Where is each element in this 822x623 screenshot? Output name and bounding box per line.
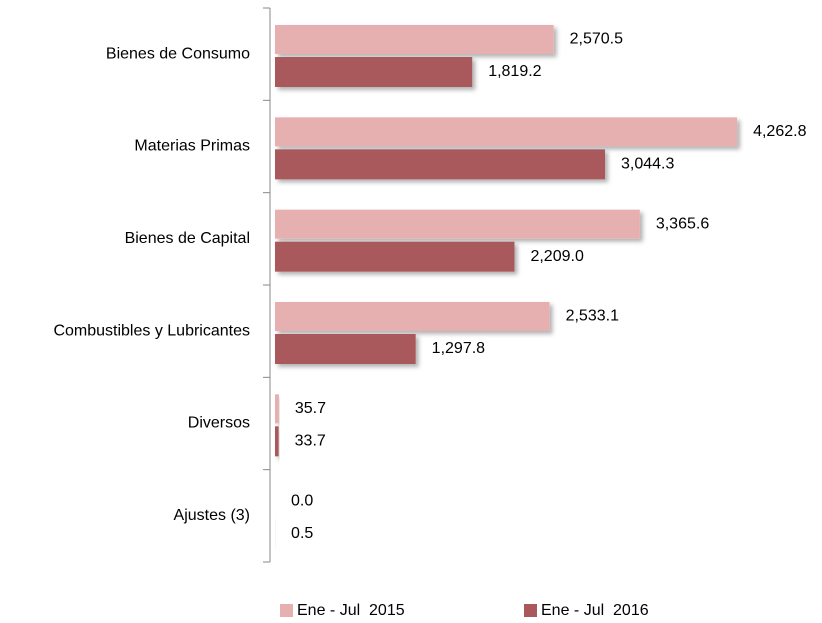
value-label: 1,819.2 [488, 63, 541, 80]
legend-label: Ene - Jul 2016 [541, 602, 649, 619]
bar [275, 394, 279, 424]
category-label: Bienes de Capital [125, 230, 250, 247]
value-label: 0.5 [291, 525, 313, 542]
value-label: 2,209.0 [530, 248, 583, 265]
value-label: 0.0 [291, 492, 313, 509]
bar [275, 241, 515, 272]
bar [275, 334, 416, 364]
bar [275, 149, 606, 180]
value-label: 2,570.5 [570, 31, 623, 48]
legend-swatch [280, 604, 293, 617]
bar [275, 209, 640, 239]
bar [275, 426, 279, 457]
category-label: Ajustes (3) [174, 507, 250, 524]
value-label: 4,262.8 [753, 123, 806, 140]
category-label: Combustibles y Lubricantes [53, 322, 250, 339]
value-label: 3,044.3 [621, 156, 674, 173]
legend-label: Ene - Jul 2015 [297, 602, 405, 619]
category-label: Diversos [188, 415, 250, 432]
bar [275, 117, 738, 147]
value-label: 35.7 [295, 400, 326, 417]
bar [275, 57, 473, 87]
category-label: Materias Primas [134, 138, 250, 155]
legend-swatch [524, 604, 537, 617]
bar [275, 302, 550, 331]
bar [275, 25, 554, 54]
value-label: 1,297.8 [432, 340, 485, 357]
category-label: Bienes de Consumo [106, 45, 250, 62]
value-label: 2,533.1 [566, 308, 619, 325]
value-label: 3,365.6 [656, 215, 709, 232]
value-label: 33.7 [295, 433, 326, 450]
